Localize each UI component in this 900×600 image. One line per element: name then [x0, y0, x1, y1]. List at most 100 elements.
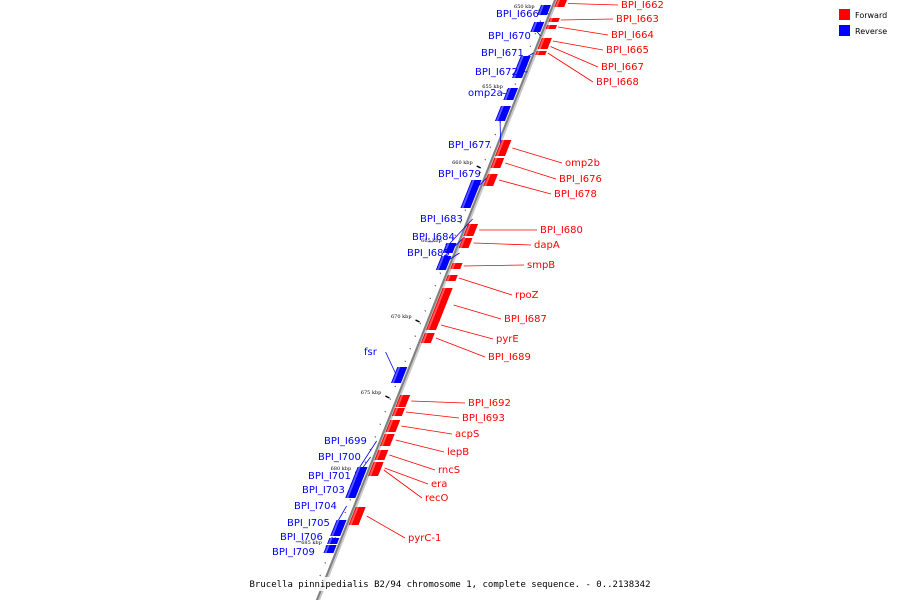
gene-BPI_I663[interactable] — [548, 18, 560, 22]
label-BPI_I666[interactable]: BPI_I666 — [496, 9, 539, 20]
label-BPI_I705[interactable]: BPI_I705 — [287, 518, 330, 529]
gene-pyrE[interactable] — [425, 320, 440, 330]
minor-tick — [539, 20, 542, 22]
connector-BPI_I663 — [560, 18, 614, 21]
gene-BPI_I689[interactable] — [420, 333, 435, 343]
gene-BPI_I679[interactable] — [460, 180, 482, 208]
label-BPI_I668[interactable]: BPI_I668 — [596, 77, 639, 88]
gene-highlight — [349, 507, 359, 525]
label-BPI_I703[interactable]: BPI_I703 — [302, 485, 345, 496]
gene-highlight — [536, 51, 540, 55]
gene-smpB[interactable] — [450, 263, 463, 269]
label-BPI_I671[interactable]: BPI_I671 — [481, 48, 524, 59]
gene-BPI_I662[interactable] — [554, 0, 567, 7]
label-BPI_I701[interactable]: BPI_I701 — [308, 471, 351, 482]
gene-BPI_I703[interactable] — [345, 490, 359, 498]
gene-highlight — [324, 545, 330, 553]
label-BPI_I704[interactable]: BPI_I704 — [294, 501, 337, 512]
gene-BPI_I670[interactable] — [530, 22, 545, 32]
label-BPI_I693[interactable]: BPI_I693 — [462, 413, 505, 424]
label-BPI_I678[interactable]: BPI_I678 — [554, 189, 597, 200]
label-BPI_I706[interactable]: BPI_I706 — [280, 532, 323, 543]
gene-fsr[interactable] — [390, 367, 408, 383]
minor-tick — [439, 272, 442, 274]
label-rpoZ[interactable]: rpoZ — [515, 290, 539, 301]
minor-tick — [529, 45, 532, 48]
label-BPI_I665[interactable]: BPI_I665 — [606, 45, 649, 56]
gene-BPI_I667[interactable] — [537, 44, 550, 49]
label-BPI_I670[interactable]: BPI_I670 — [488, 31, 531, 42]
gene-BPI_I676[interactable] — [490, 158, 505, 168]
label-acpS[interactable]: acpS — [455, 429, 479, 440]
label-dapA[interactable]: dapA — [534, 240, 560, 251]
gene-omp2a[interactable] — [503, 88, 519, 100]
gene-BPI_I672[interactable] — [512, 64, 528, 78]
label-BPI_I663[interactable]: BPI_I663 — [616, 14, 659, 25]
connector-omp2b — [512, 147, 563, 164]
label-BPI_I662[interactable]: BPI_I662 — [621, 0, 664, 11]
gene-BPI_I665[interactable] — [539, 38, 552, 44]
label-era[interactable]: era — [431, 479, 447, 490]
gene-dapA[interactable] — [458, 238, 473, 248]
gene-BPI_I684[interactable] — [438, 256, 452, 264]
gene-rncS[interactable] — [374, 450, 389, 460]
label-BPI_I689[interactable]: BPI_I689 — [488, 352, 531, 363]
label-BPI_I685[interactable]: BPI_I685 — [407, 248, 450, 259]
gene-BPI_I692[interactable] — [395, 395, 411, 407]
gene-pyrC-1[interactable] — [348, 507, 366, 525]
label-omp2a[interactable]: omp2a — [468, 88, 503, 99]
gene-recO[interactable] — [368, 464, 383, 476]
label-BPI_I692[interactable]: BPI_I692 — [468, 398, 511, 409]
gene-BPI_I678[interactable] — [483, 174, 498, 186]
gene-BPI_I704[interactable] — [332, 520, 347, 530]
gene-BPI_I671[interactable] — [516, 56, 531, 66]
gene-acpS[interactable] — [385, 420, 401, 432]
minor-tick — [454, 234, 457, 237]
gene-BPI_I677[interactable] — [494, 106, 511, 121]
label-BPI_I676[interactable]: BPI_I676 — [559, 174, 602, 185]
label-omp2b[interactable]: omp2b — [565, 158, 600, 169]
label-BPI_I679[interactable]: BPI_I679 — [438, 169, 481, 180]
gene-BPI_I668[interactable] — [535, 51, 547, 55]
label-BPI_I672[interactable]: BPI_I672 — [475, 67, 518, 78]
gene-lepB[interactable] — [379, 434, 395, 446]
label-BPI_I709[interactable]: BPI_I709 — [272, 547, 315, 558]
minor-tick — [494, 133, 497, 136]
gene-BPI_I685[interactable] — [435, 264, 449, 270]
label-recO[interactable]: recO — [425, 493, 449, 504]
gene-BPI_I683[interactable] — [442, 243, 457, 253]
gene-BPI_I666[interactable] — [537, 5, 552, 15]
gene-BPI_I699[interactable] — [353, 467, 368, 477]
connector-BPI_I678 — [498, 179, 552, 195]
gene-rpoZ[interactable] — [445, 275, 458, 281]
minor-tick — [484, 158, 487, 161]
label-BPI_I687[interactable]: BPI_I687 — [504, 314, 547, 325]
label-BPI_I680[interactable]: BPI_I680 — [540, 225, 583, 236]
connector-dapA — [473, 242, 532, 246]
connector-BPI_I692 — [411, 400, 466, 404]
caption-background — [262, 577, 640, 591]
label-BPI_I677[interactable]: BPI_I677 — [448, 140, 491, 151]
label-BPI_I699[interactable]: BPI_I699 — [324, 436, 367, 447]
label-BPI_I684[interactable]: BPI_I684 — [412, 232, 455, 243]
label-BPI_I683[interactable]: BPI_I683 — [420, 214, 463, 225]
gene-BPI_I687[interactable] — [429, 288, 453, 322]
gene-BPI_I680[interactable] — [463, 224, 479, 236]
gene-BPI_I693[interactable] — [391, 408, 406, 416]
scale-label: 680 kbp — [331, 466, 352, 472]
label-BPI_I700[interactable]: BPI_I700 — [318, 452, 361, 463]
label-lepB[interactable]: lepB — [447, 447, 469, 458]
label-pyrE[interactable]: pyrE — [496, 334, 519, 345]
label-BPI_I667[interactable]: BPI_I667 — [601, 62, 644, 73]
gene-BPI_I706[interactable] — [327, 538, 340, 544]
label-fsr[interactable]: fsr — [364, 347, 378, 358]
label-BPI_I664[interactable]: BPI_I664 — [611, 30, 654, 41]
scale-label: 675 kbp — [361, 390, 382, 396]
label-rncS[interactable]: rncS — [438, 465, 460, 476]
label-pyrC-1[interactable]: pyrC-1 — [408, 533, 441, 544]
gene-omp2b[interactable] — [495, 140, 512, 156]
gene-BPI_I705[interactable] — [330, 530, 343, 536]
label-smpB[interactable]: smpB — [527, 260, 555, 271]
gene-BPI_I709[interactable] — [323, 545, 337, 553]
gene-BPI_I664[interactable] — [545, 25, 558, 29]
